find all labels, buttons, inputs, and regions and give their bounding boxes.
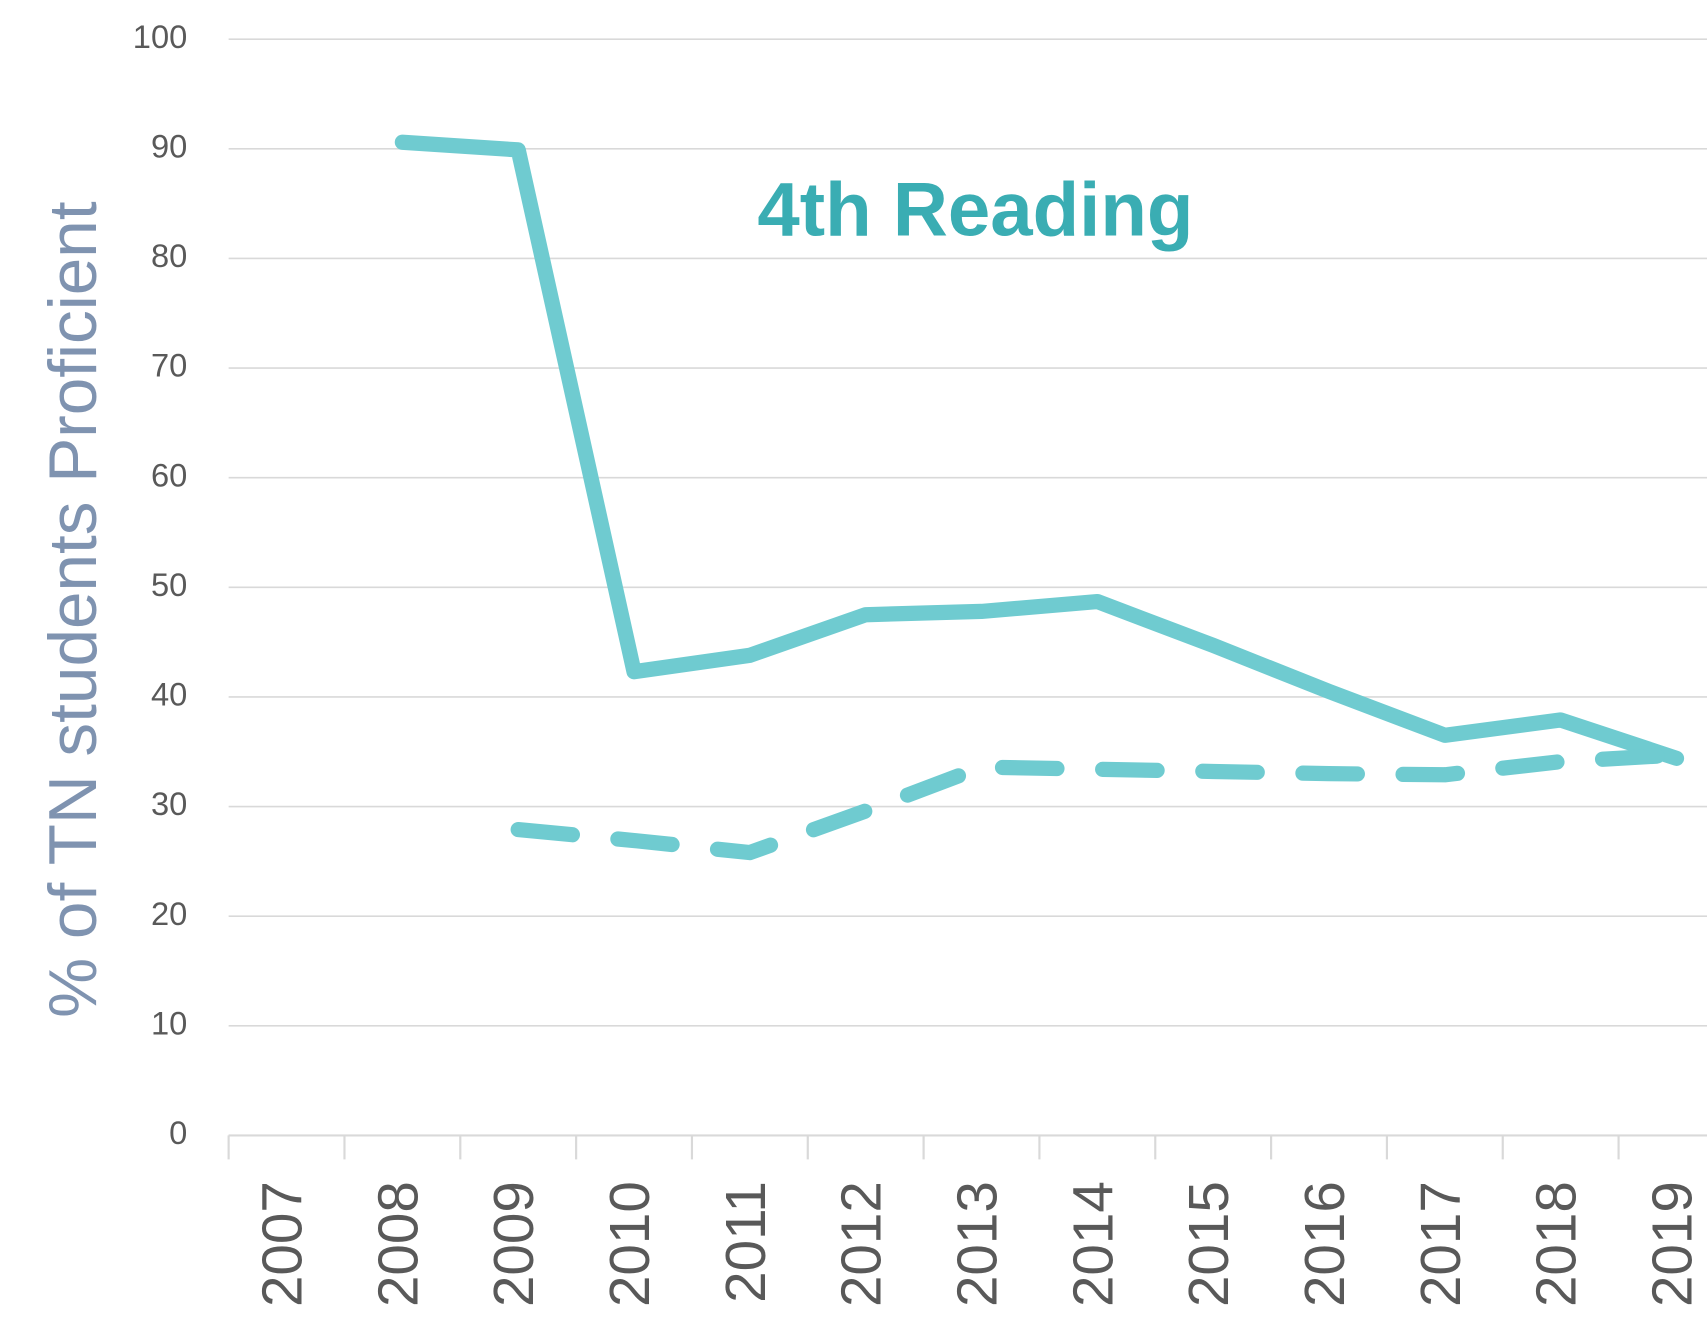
x-tick-label: 2011 (714, 1181, 777, 1303)
x-tick-label: 2014 (1061, 1181, 1124, 1307)
x-tick-label: 2009 (482, 1181, 545, 1307)
y-tick-label: 30 (151, 785, 187, 822)
x-tick-label: 2016 (1293, 1181, 1356, 1307)
y-tick-label: 90 (151, 127, 187, 164)
x-tick-label: 2017 (1409, 1181, 1472, 1307)
annotation: 4th Reading (757, 168, 1193, 253)
x-tick-label: 2018 (1525, 1181, 1588, 1307)
x-tick-label: 2008 (366, 1181, 429, 1307)
x-tick-label: 2010 (598, 1181, 661, 1307)
x-tick-label: 2007 (251, 1181, 314, 1307)
y-axis-label: % of TN students Proficient (36, 201, 111, 1018)
y-tick-label: 20 (151, 895, 187, 932)
y-tick-label: 60 (151, 456, 187, 493)
x-tick-label: 2013 (945, 1181, 1008, 1307)
y-tick-label: 40 (151, 676, 187, 713)
y-tick-label: 80 (151, 237, 187, 274)
y-tick-label: 100 (133, 18, 187, 55)
y-tick-label: 0 (169, 1114, 187, 1151)
series-line (394, 134, 1685, 766)
series-line (510, 747, 1685, 861)
y-tick-label: 50 (151, 566, 187, 603)
y-tick-label: 70 (151, 347, 187, 384)
y-tick-label: 10 (151, 1004, 187, 1041)
x-tick-label: 2012 (830, 1181, 893, 1307)
x-tick-label: 2019 (1640, 1181, 1703, 1307)
x-tick-label: 2015 (1177, 1181, 1240, 1307)
